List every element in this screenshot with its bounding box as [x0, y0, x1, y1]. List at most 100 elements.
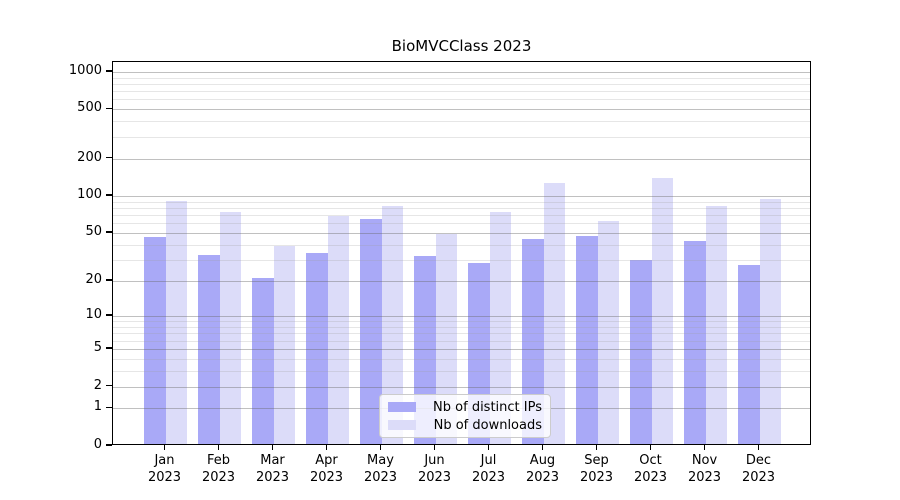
bar-downloads-aug — [543, 182, 565, 444]
bar-downloads-feb — [219, 212, 241, 444]
y-tick-mark — [106, 157, 112, 159]
x-tick-mark — [487, 445, 490, 450]
bar-distinct-ips-sep — [576, 235, 598, 444]
major-gridline — [113, 233, 810, 235]
minor-gridline — [113, 358, 810, 360]
chart-title: BioMVCClass 2023 — [391, 37, 532, 55]
y-tick-mark — [106, 444, 112, 446]
minor-gridline — [113, 208, 810, 210]
bar-distinct-ips-may — [360, 219, 382, 444]
major-gridline — [113, 348, 810, 350]
x-tick-year: 2023 — [741, 470, 776, 485]
minor-gridline — [113, 244, 810, 246]
legend-item-distinct-ips: Nb of distinct IPs — [388, 400, 542, 415]
x-tick-year: 2023 — [579, 470, 614, 485]
y-tick-mark — [106, 107, 112, 110]
x-tick-mark — [217, 445, 220, 450]
x-tick-mark — [649, 445, 652, 450]
bar-downloads-jun — [435, 233, 457, 444]
bar-downloads-may — [381, 206, 403, 444]
y-tick-label: 1000 — [68, 62, 102, 78]
x-tick-year: 2023 — [417, 470, 452, 485]
x-tick-year: 2023 — [255, 470, 290, 485]
major-gridline — [113, 386, 810, 388]
bar-downloads-jul — [489, 211, 511, 444]
minor-gridline — [113, 91, 810, 93]
legend-swatch-downloads — [388, 420, 416, 430]
x-tick-label-jun: Jun 2023 — [405, 452, 465, 486]
legend-item-downloads: Nb of downloads — [388, 418, 542, 433]
bar-distinct-ips-aug — [522, 239, 544, 444]
y-tick-label: 1 — [93, 399, 102, 415]
legend: Nb of distinct IPs Nb of downloads — [379, 394, 551, 438]
y-tick-mark — [106, 347, 112, 349]
x-tick-mark — [325, 445, 328, 450]
minor-gridline — [113, 136, 810, 138]
x-tick-mark — [433, 445, 436, 450]
bar-downloads-dec — [759, 199, 781, 444]
y-tick-label: 500 — [77, 100, 102, 116]
y-tick-mark — [106, 384, 112, 387]
minor-gridline — [113, 83, 810, 85]
major-gridline — [113, 316, 810, 318]
minor-gridline — [113, 333, 810, 335]
minor-gridline — [113, 321, 810, 323]
bar-downloads-nov — [705, 205, 727, 444]
y-tick-label: 100 — [77, 187, 102, 203]
minor-gridline — [113, 370, 810, 372]
bar-downloads-apr — [327, 216, 349, 444]
minor-gridline — [113, 223, 810, 225]
bar-downloads-jan — [165, 200, 187, 444]
x-tick-mark — [271, 445, 274, 450]
x-tick-mark — [541, 445, 544, 450]
y-tick-label: 5 — [93, 339, 102, 355]
y-tick-mark — [106, 70, 112, 72]
bar-distinct-ips-feb — [198, 254, 220, 444]
x-tick-label-jan: Jan 2023 — [135, 452, 195, 486]
x-tick-year: 2023 — [687, 470, 722, 485]
x-tick-label-feb: Feb 2023 — [189, 452, 249, 486]
minor-gridline — [113, 99, 810, 101]
minor-gridline — [113, 260, 810, 262]
x-tick-mark — [703, 445, 706, 450]
x-tick-label-dec: Dec 2023 — [729, 452, 789, 486]
x-tick-year: 2023 — [633, 470, 668, 485]
x-tick-label-oct: Oct 2023 — [621, 452, 681, 486]
major-gridline — [113, 158, 810, 160]
x-tick-label-apr: Apr 2023 — [297, 452, 357, 486]
x-tick-mark — [757, 445, 760, 450]
bar-distinct-ips-apr — [306, 252, 328, 444]
y-tick-mark — [106, 194, 112, 196]
major-gridline — [113, 109, 810, 111]
minor-gridline — [113, 327, 810, 328]
x-tick-label-jul: Jul 2023 — [459, 452, 519, 486]
minor-gridline — [113, 77, 810, 79]
y-tick-mark — [106, 406, 112, 409]
major-gridline — [113, 196, 810, 198]
major-gridline — [113, 281, 810, 283]
minor-gridline — [113, 201, 810, 203]
x-tick-year: 2023 — [147, 470, 182, 485]
y-tick-label: 2 — [93, 377, 102, 393]
minor-gridline — [113, 121, 810, 123]
major-gridline — [113, 71, 810, 73]
x-tick-year: 2023 — [471, 470, 506, 485]
x-tick-mark — [379, 445, 382, 450]
y-tick-mark — [106, 279, 112, 281]
y-tick-label: 0 — [93, 437, 102, 452]
y-tick-label: 50 — [85, 224, 102, 240]
bar-downloads-oct — [651, 177, 673, 444]
legend-label-distinct-ips: Nb of distinct IPs — [433, 399, 542, 415]
bar-distinct-ips-oct — [630, 259, 652, 444]
x-tick-label-sep: Sep 2023 — [567, 452, 627, 486]
x-tick-year: 2023 — [309, 470, 344, 485]
legend-swatch-distinct-ips — [388, 402, 416, 412]
bar-distinct-ips-mar — [252, 278, 274, 444]
minor-gridline — [113, 340, 810, 342]
bar-distinct-ips-dec — [738, 265, 760, 444]
x-tick-label-aug: Aug 2023 — [513, 452, 573, 486]
y-tick-mark — [106, 231, 112, 233]
y-tick-mark — [106, 314, 112, 316]
y-tick-label: 10 — [85, 307, 102, 323]
